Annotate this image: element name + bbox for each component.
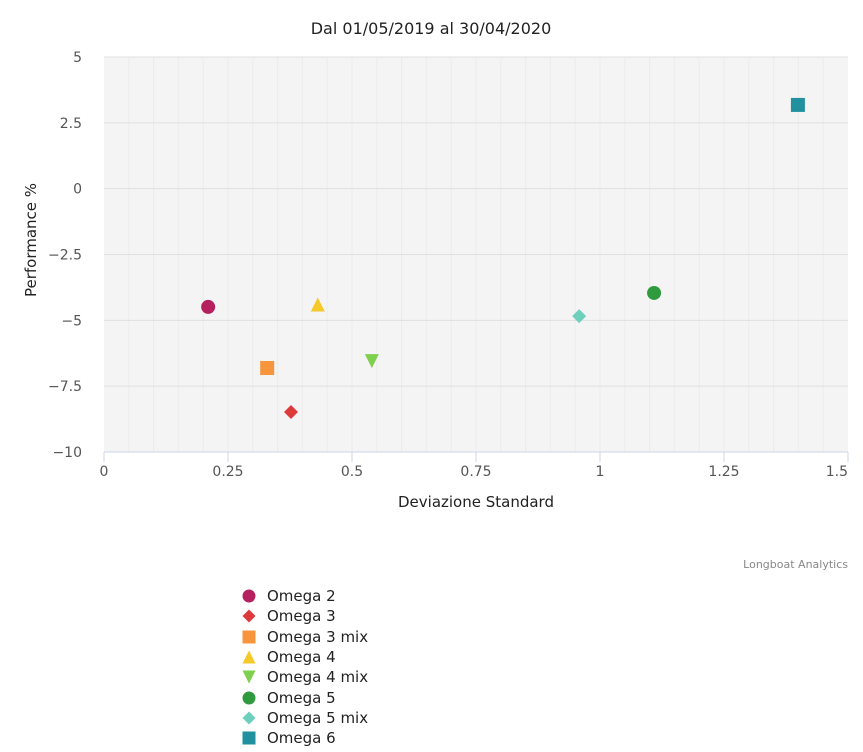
legend-label: Omega 4: [267, 648, 336, 667]
legend: Omega 2 Omega 3 Omega 3 mix Omega 4 Omega 4 …: [242, 586, 368, 748]
x-tick-label: 0.25: [212, 464, 243, 480]
legend-item[interactable]: Omega 4: [242, 647, 368, 667]
triangle-icon: [242, 650, 256, 664]
legend-label: Omega 3: [267, 607, 336, 626]
y-axis-title: Performance %: [22, 183, 40, 297]
legend-label: Omega 5: [267, 688, 336, 707]
triangle-down-icon: [242, 670, 256, 684]
legend-item[interactable]: Omega 3 mix: [242, 627, 368, 647]
credits: Longboat Analytics: [743, 558, 848, 571]
x-tick-label: 0.75: [460, 464, 491, 480]
y-tick-label: 2.5: [60, 116, 82, 132]
data-point-omega-5-mix: [572, 309, 587, 324]
diamond-icon: [242, 609, 256, 623]
data-point-omega-6: [790, 97, 805, 112]
x-tick-label: 1: [596, 464, 605, 480]
legend-label: Omega 3 mix: [267, 627, 369, 646]
legend-label: Omega 2: [267, 587, 336, 606]
square-icon: [242, 731, 256, 745]
y-tick-label: 5: [73, 50, 82, 66]
legend-symbol: [242, 630, 256, 644]
y-tick-label: 0: [73, 182, 82, 198]
legend-label: Omega 4 mix: [267, 668, 369, 687]
data-point-omega-4-mix: [364, 354, 379, 369]
legend-item[interactable]: Omega 5 mix: [242, 708, 368, 728]
circle-icon: [242, 691, 256, 705]
legend-label: Omega 5 mix: [267, 708, 369, 727]
legend-symbol: [242, 650, 256, 664]
chart-title: Dal 01/05/2019 al 30/04/2020: [311, 19, 552, 38]
legend-symbol: [242, 589, 256, 603]
square-icon: [242, 630, 256, 644]
x-tick-label: 0.5: [341, 464, 363, 480]
x-tick-label: 1.5: [826, 464, 848, 480]
legend-symbol: [242, 691, 256, 705]
diamond-icon: [242, 711, 256, 725]
y-tick-label: −2.5: [48, 248, 82, 264]
legend-symbol: [242, 711, 256, 725]
x-tick-label: 1.25: [708, 464, 739, 480]
y-tick-label: −5: [61, 313, 82, 329]
x-axis-title: Deviazione Standard: [398, 493, 554, 511]
scatter-chart: 5 2.5 0 −2.5 −5 −7.5 −10 0 0.25 0.5 0.75 1 1.25 1.5 Da…: [22, 19, 849, 571]
legend-symbol: [242, 731, 256, 745]
legend-item[interactable]: Omega 3: [242, 606, 368, 626]
y-tick-label: −10: [52, 445, 82, 461]
data-point-omega-3: [283, 404, 298, 419]
x-tick-label: 0: [100, 464, 109, 480]
legend-item[interactable]: Omega 6: [242, 728, 368, 748]
legend-symbol: [242, 670, 256, 684]
legend-label: Omega 6: [267, 729, 336, 748]
legend-item[interactable]: Omega 2: [242, 586, 368, 606]
legend-symbol: [242, 609, 256, 623]
data-point-omega-3-mix: [260, 360, 275, 375]
y-tick-label: −7.5: [48, 379, 82, 395]
data-point-omega-5: [647, 285, 662, 300]
data-point-omega-4: [310, 297, 325, 312]
circle-icon: [242, 589, 256, 603]
legend-item[interactable]: Omega 4 mix: [242, 667, 368, 687]
legend-item[interactable]: Omega 5: [242, 687, 368, 707]
data-point-omega-2: [201, 299, 216, 314]
